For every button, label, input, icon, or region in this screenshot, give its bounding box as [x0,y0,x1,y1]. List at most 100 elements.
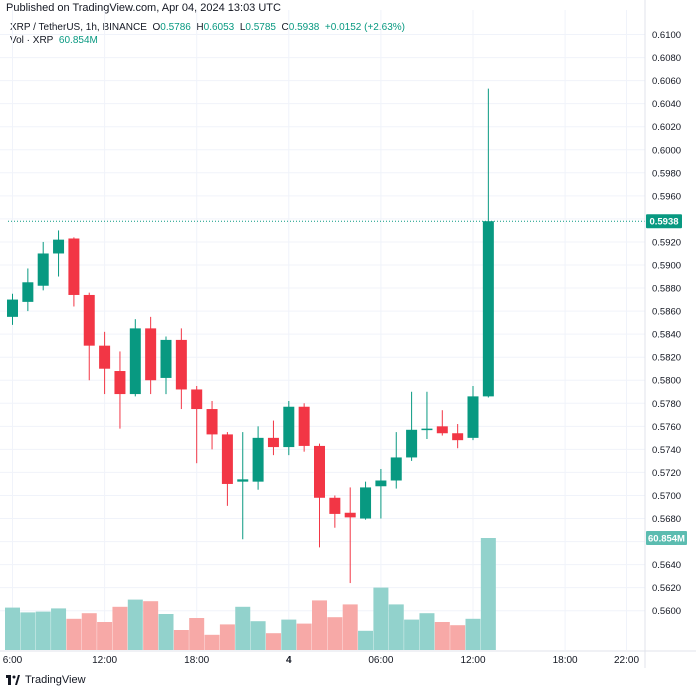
y-tick-label: 0.6080 [652,53,681,64]
volume-bar [173,630,189,650]
time-axis[interactable]: 6:00 12:00 18:00 4 06:00 12:00 18:00 22:00 [0,650,696,666]
candle-body [390,457,402,481]
volume-bar [296,623,312,650]
y-tick-label: 0.5780 [652,399,681,410]
x-tick-label: 12:00 [92,655,117,666]
y-tick-label: 0.5680 [652,514,681,525]
legend-close-label: C [281,22,289,33]
y-tick-label: 0.5960 [652,191,681,202]
candle-body [267,437,279,448]
tradingview-logo-icon [6,675,20,685]
last-volume-badge-label: 60.854M [648,534,685,545]
volume-bar [189,618,205,650]
candle-body [114,371,126,395]
volume-bar [450,625,466,650]
footer: TradingView [6,674,86,686]
candle-body [206,409,218,435]
legend-symbol: XRP / TetherUS, 1h, BINANCE [10,22,147,33]
x-tick-label: 4 [286,655,292,666]
badge-layer: 0.5938 60.854M [646,214,687,545]
candle-body [314,445,325,498]
volume-bar [434,622,450,650]
candle-body [436,426,448,434]
volume-bar [465,618,481,650]
x-tick-label: 6:00 [3,655,23,666]
volume-bar [281,619,297,650]
candle-body [83,294,95,346]
volume-bar [358,630,374,650]
x-tick-label: 18:00 [553,655,578,666]
last-price-badge-label: 0.5938 [649,217,678,228]
y-tick-label: 0.6060 [652,76,681,87]
y-tick-label: 0.5600 [652,606,681,617]
volume-bar [419,613,435,650]
x-tick-label: 18:00 [184,655,209,666]
candle-body [22,282,34,302]
volume-bar [235,606,251,650]
y-tick-label: 0.5900 [652,261,681,272]
candle-layer [7,88,494,584]
candle-body [191,389,203,410]
volume-layer [5,538,496,650]
last-volume-badge [646,531,687,545]
volume-bar [480,538,496,650]
candle-body [129,328,141,395]
legend-high: 0.6053 [203,22,235,33]
y-tick-label: 0.6020 [652,122,681,133]
volume-bar [404,619,420,650]
volume-bar [20,612,36,650]
legend-high-label: H [196,22,204,33]
y-tick-label: 0.5820 [652,353,681,364]
volume-bar [112,606,128,650]
volume-bar [97,622,113,650]
volume-bar [127,599,143,650]
candle-body [482,221,494,397]
candle-body [360,487,372,519]
chart-legend: XRP / TetherUS, 1h, BINANCE O0.5786 H0.6… [10,21,405,47]
legend-price-row: XRP / TetherUS, 1h, BINANCE O0.5786 H0.6… [10,21,405,34]
volume-bar [250,621,266,650]
volume-bar [51,608,67,650]
legend-open-label: O [152,22,161,33]
price-axis[interactable]: 0.6100 0.6080 0.6060 0.6040 0.6020 0.6000 0.59… [644,0,681,668]
candle-body [237,479,249,482]
candle-body [298,406,310,446]
volume-bar [143,601,159,650]
volume-bar [35,611,51,650]
candle-body [467,396,479,438]
y-tick-label: 0.6000 [652,145,681,156]
legend-low-label: L [239,22,246,33]
y-tick-label: 0.6040 [652,99,681,110]
y-tick-label: 0.5760 [652,422,681,433]
candle-body [175,339,187,390]
candle-body [375,480,387,487]
candle-body [283,406,295,448]
volume-bar [66,618,82,650]
y-tick-label: 0.5920 [652,237,681,248]
y-tick-label: 0.5860 [652,307,681,318]
legend-close: 0.5938 [288,22,320,33]
candle-body [53,239,65,254]
volume-bar [373,587,389,650]
candle-body [99,345,111,369]
y-tick-label: 0.5880 [652,284,681,295]
y-tick-label: 0.5740 [652,445,681,456]
candle-body [160,339,172,378]
candle-body [406,429,418,458]
y-tick-label: 0.6100 [652,30,681,41]
y-tick-label: 0.5720 [652,468,681,479]
legend-volume-label: Vol · XRP [10,35,54,46]
grid-layer [0,10,645,650]
x-tick-label: 06:00 [368,655,393,666]
legend-low: 0.5785 [245,22,276,33]
y-tick-label: 0.5640 [652,560,681,571]
volume-bar [342,604,358,650]
y-tick-label: 0.5700 [652,491,681,502]
candle-body [344,512,356,518]
legend-volume-value: 60.854M [58,35,98,46]
volume-bar [312,600,327,650]
candle-body [252,437,264,482]
volume-bar [158,614,174,650]
candle-body [329,497,341,514]
